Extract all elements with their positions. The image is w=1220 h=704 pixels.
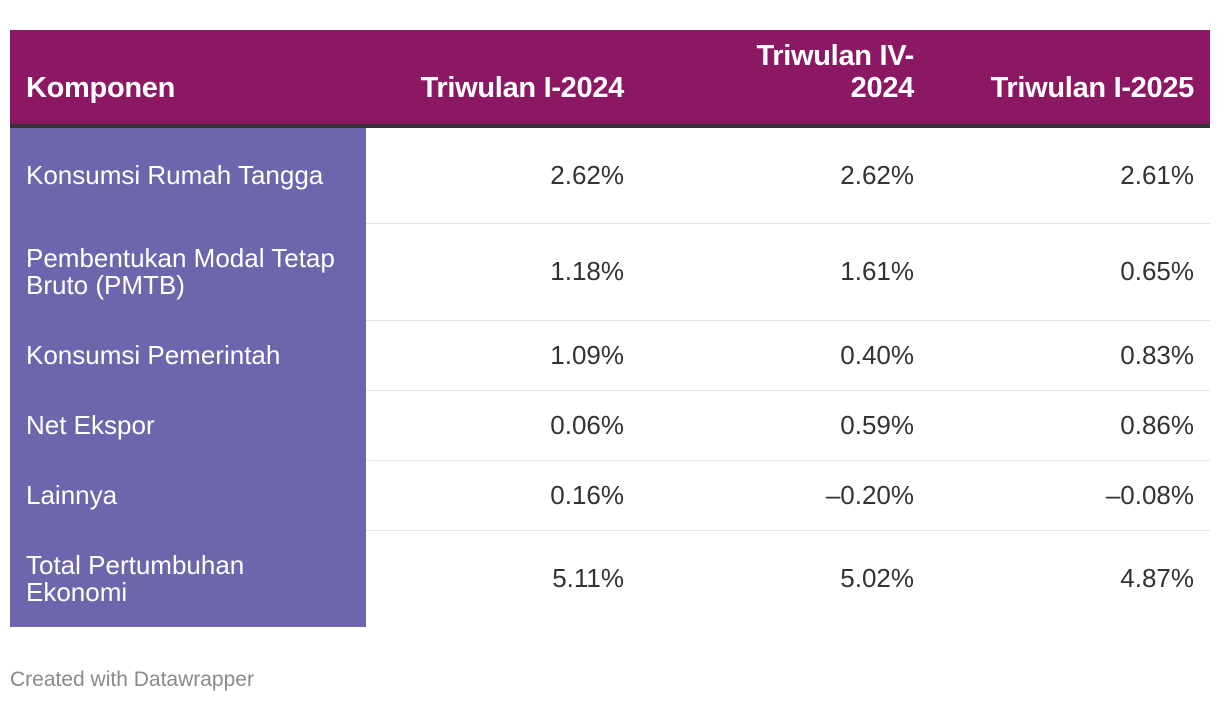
table-row: Total Pertumbuhan Ekonomi 5.11% 5.02% 4.… [10,529,1210,627]
cell-value: –0.20% [640,459,930,530]
cell-value: 5.02% [640,529,930,627]
cell-value: 0.16% [366,459,640,530]
table-row: Pembentukan Modal Tetap Bruto (PMTB) 1.1… [10,222,1210,320]
table-row: Konsumsi Rumah Tangga 2.62% 2.62% 2.61% [10,126,1210,223]
cell-value: 0.83% [930,319,1210,390]
cell-value: 4.87% [930,529,1210,627]
column-header-q1-2024: Triwulan I-2024 [366,30,640,128]
cell-value: –0.08% [930,459,1210,530]
cell-value: 0.65% [930,222,1210,320]
table-row: Konsumsi Pemerintah 1.09% 0.40% 0.83% [10,319,1210,390]
cell-value: 1.09% [366,319,640,390]
table-row: Net Ekspor 0.06% 0.59% 0.86% [10,389,1210,460]
table-header: Komponen Triwulan I-2024 Triwulan IV-202… [10,30,1210,128]
cell-value: 2.61% [1120,159,1194,190]
row-label: Konsumsi Pemerintah [10,319,366,390]
row-label: Net Ekspor [10,389,366,460]
row-label: Lainnya [10,459,366,530]
cell-value: 2.62% [840,159,914,190]
cell-value: 5.11% [366,529,640,627]
row-label: Pembentukan Modal Tetap Bruto (PMTB) [10,222,366,320]
column-header-q4-2024: Triwulan IV-2024 [640,30,930,128]
row-label: Konsumsi Rumah Tangga [10,126,366,223]
header-row: Komponen Triwulan I-2024 Triwulan IV-202… [10,30,1210,128]
cell-value: 0.59% [640,389,930,460]
column-header-q4-2024-label: Triwulan IV-2024 [756,40,914,104]
cell-value: 0.06% [366,389,640,460]
column-header-q1-2025: Triwulan I-2025 [930,30,1210,128]
cell-value: 2.62% [550,159,624,190]
data-table-container: Komponen Triwulan I-2024 Triwulan IV-202… [10,30,1210,627]
cell-value: 1.61% [640,222,930,320]
row-label: Total Pertumbuhan Ekonomi [10,529,366,627]
table-row: Lainnya 0.16% –0.20% –0.08% [10,459,1210,530]
cell-value: 1.18% [366,222,640,320]
column-header-komponen: Komponen [10,30,366,128]
cell-value: 0.40% [640,319,930,390]
data-table: Komponen Triwulan I-2024 Triwulan IV-202… [10,30,1210,627]
cell-value: 0.86% [930,389,1210,460]
table-body: Konsumsi Rumah Tangga 2.62% 2.62% 2.61% … [10,126,1210,627]
datawrapper-credit: Created with Datawrapper [10,668,254,691]
